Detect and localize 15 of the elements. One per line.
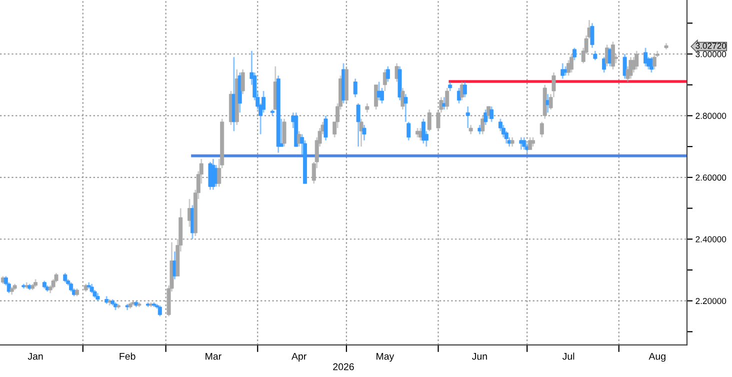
x-tick-label: Mar	[206, 352, 222, 360]
y-tick-label: 2.40000	[696, 236, 726, 242]
x-tick-label: Aug	[648, 352, 666, 362]
x-tick-label: Jan	[28, 352, 43, 360]
x-tick-label: Jul	[562, 352, 574, 360]
y-tick-label: 3.00000	[696, 51, 726, 58]
x-tick-label: Apr	[292, 352, 306, 362]
x-tick-label: Jun	[472, 352, 487, 360]
x-tick-label: May	[376, 352, 394, 362]
y-tick-label: 2.20000	[696, 298, 726, 304]
x-axis-title: 2026	[333, 363, 354, 370]
y-tick-label: 2.60000	[696, 174, 726, 181]
x-tick-label: Feb	[120, 352, 136, 360]
y-tick-label: 2.80000	[696, 112, 726, 119]
y-tick-label: 3.02720	[696, 42, 726, 49]
